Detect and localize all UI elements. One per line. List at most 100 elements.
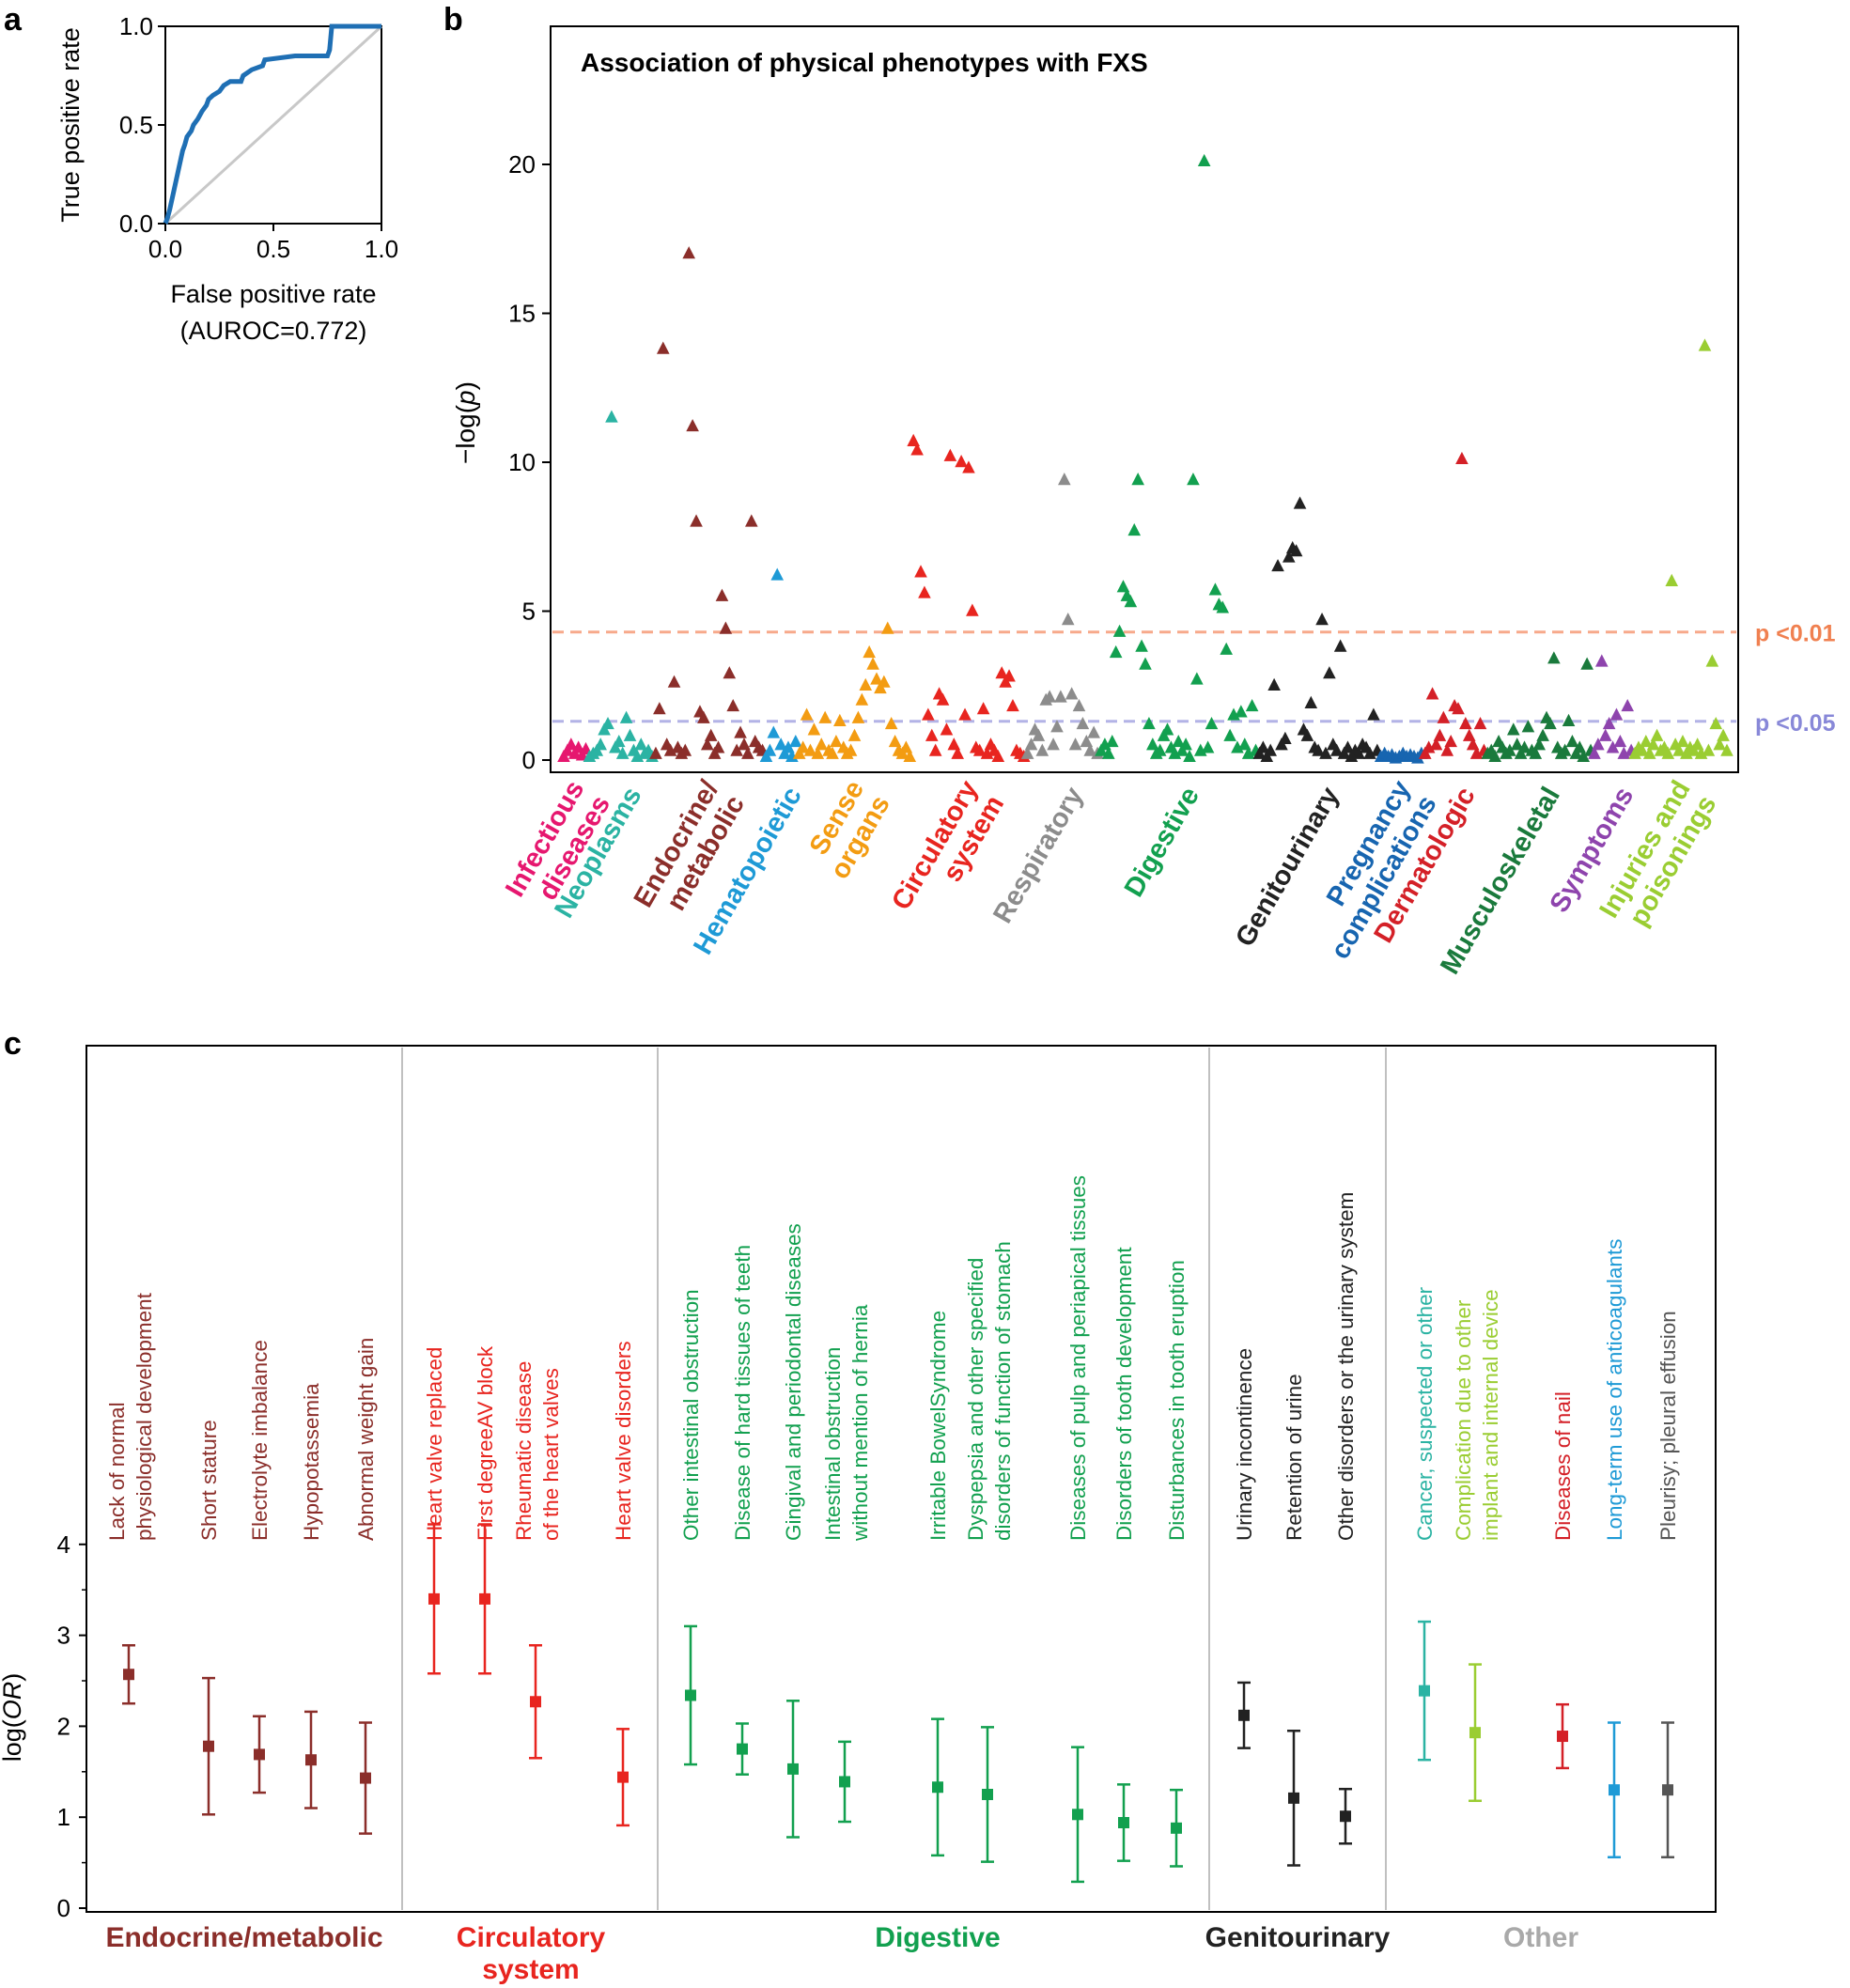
odds-ratio-marker (479, 1592, 490, 1605)
item-label-line: Disturbances in tooth eruption (1165, 1260, 1189, 1541)
item-label-line: Disease of hard tissues of teeth (731, 1245, 754, 1541)
item-label-line: Dyspepsia and other specified (964, 1258, 987, 1541)
phenotype-point (723, 666, 737, 679)
odds-ratio-marker (203, 1740, 214, 1752)
phenotype-point (1473, 716, 1487, 730)
phenotype-point (1050, 720, 1064, 733)
phenotype-point (594, 738, 607, 751)
phenotype-point (565, 738, 578, 751)
phenotype-point (1455, 451, 1469, 465)
category-label-line: Digestive (1119, 783, 1205, 903)
phenotype-point (1440, 743, 1454, 756)
threshold-label: p <0.01 (1755, 621, 1836, 647)
phenotype-point (1237, 738, 1251, 751)
phenotype-point (1517, 740, 1531, 753)
phenotype-point (1197, 153, 1211, 167)
item-label: Electrolyte imbalance (248, 1340, 272, 1541)
phenotype-point (851, 710, 865, 723)
item-label-line: implant and internal device (1479, 1289, 1502, 1541)
phenotype-point (1282, 550, 1296, 563)
phenotype-point (1573, 740, 1587, 753)
item-label: Lack of normal physiological development (105, 1292, 156, 1541)
phenotype-point (634, 738, 648, 751)
phenotype-point (649, 746, 662, 759)
phenotype-point (1032, 728, 1046, 741)
phenotype-point (1020, 746, 1034, 759)
group-label-line: Digestive (875, 1922, 1000, 1953)
phenotype-point (1087, 725, 1100, 738)
phenotype-point (1642, 746, 1656, 759)
phenotype-point (1602, 716, 1616, 730)
item-label-line: Other intestinal obstruction (679, 1289, 703, 1541)
item-label-line: Cancer, suspected or other (1413, 1286, 1437, 1541)
item-label: Rheumatic disease of the heart valves (512, 1361, 563, 1541)
item-label: Diseases of nail (1551, 1391, 1575, 1541)
phenotype-point (1131, 473, 1144, 486)
item-label: Dyspepsia and other specified disorders o… (964, 1241, 1015, 1541)
phenotype-point (1153, 743, 1167, 756)
phenotype-point (1709, 716, 1723, 730)
phenotype-point (678, 743, 692, 756)
phenotype-point (870, 672, 883, 685)
phenotype-point (903, 749, 917, 763)
phenotype-point (1544, 716, 1557, 730)
group-label: Endocrine/metabolic (105, 1922, 382, 1953)
group-label: Other (1503, 1922, 1578, 1953)
phenotype-point (1720, 743, 1733, 756)
phenotype-point (1289, 544, 1303, 557)
item-label: First degreeAV block (474, 1345, 497, 1541)
phenotype-point (1083, 743, 1097, 756)
phenotype-point (1245, 698, 1259, 712)
category-label: Genitourinary (1230, 783, 1345, 953)
phenotype-point (1267, 677, 1281, 691)
phenotype-point (1577, 749, 1591, 763)
phenotype-point (1565, 734, 1579, 748)
phenotype-point (1459, 716, 1472, 730)
phenotype-point (818, 710, 832, 723)
manhattan-ytick-label: 5 (522, 598, 536, 626)
phenotype-point (745, 514, 758, 527)
item-label-line: Abnormal weight gain (354, 1338, 378, 1541)
item-label: Other disorders or the urinary system (1334, 1192, 1358, 1541)
phenotype-point (1139, 657, 1152, 670)
phenotype-point (1661, 746, 1675, 759)
group-label: Circulatory system (457, 1922, 606, 1985)
phenotype-point (1529, 746, 1543, 759)
item-label-line: Heart valve disorders (612, 1341, 635, 1541)
roc-ytick-label: 0.0 (119, 210, 153, 238)
phenotype-point (1702, 743, 1716, 756)
phenotype-point (1503, 743, 1516, 756)
item-label: Disease of hard tissues of teeth (731, 1245, 754, 1541)
phenotype-point (1304, 695, 1318, 708)
phenotype-point (1080, 734, 1094, 748)
phenotype-point (1592, 738, 1605, 751)
phenotype-point (1102, 746, 1115, 759)
item-label-line: Irritable BowelSyndrome (926, 1311, 950, 1541)
item-label-line: without mention of hernia (848, 1304, 872, 1542)
phenotype-point (1124, 594, 1138, 608)
phenotype-point (623, 728, 637, 741)
item-label-line: Lack of normal (105, 1402, 129, 1541)
phenotype-point (1201, 740, 1215, 753)
phenotype-point (601, 716, 614, 730)
category-label: Digestive (1119, 783, 1205, 903)
item-label-line: Disorders of tooth development (1112, 1247, 1136, 1541)
phenotype-point (1220, 642, 1233, 655)
phenotype-point (1315, 613, 1329, 626)
phenotype-point (1109, 645, 1123, 659)
item-label-line: Diseases of pulp and periapical tissues (1066, 1175, 1090, 1541)
odds-ratio-marker (360, 1772, 371, 1784)
phenotype-point (1580, 657, 1593, 670)
item-label-line: Electrolyte imbalance (248, 1340, 272, 1541)
roc-curve (163, 23, 381, 225)
phenotype-point (1705, 654, 1719, 667)
group-label-line: Other (1503, 1922, 1578, 1953)
phenotype-point (991, 749, 1005, 763)
threshold-label: p <0.05 (1755, 710, 1836, 737)
phenotype-point (1613, 734, 1627, 748)
item-label-line: disorders of function of stomach (991, 1241, 1015, 1541)
phenotype-point (767, 725, 781, 738)
phenotype-point (1183, 749, 1196, 763)
phenotype-point (855, 692, 869, 706)
